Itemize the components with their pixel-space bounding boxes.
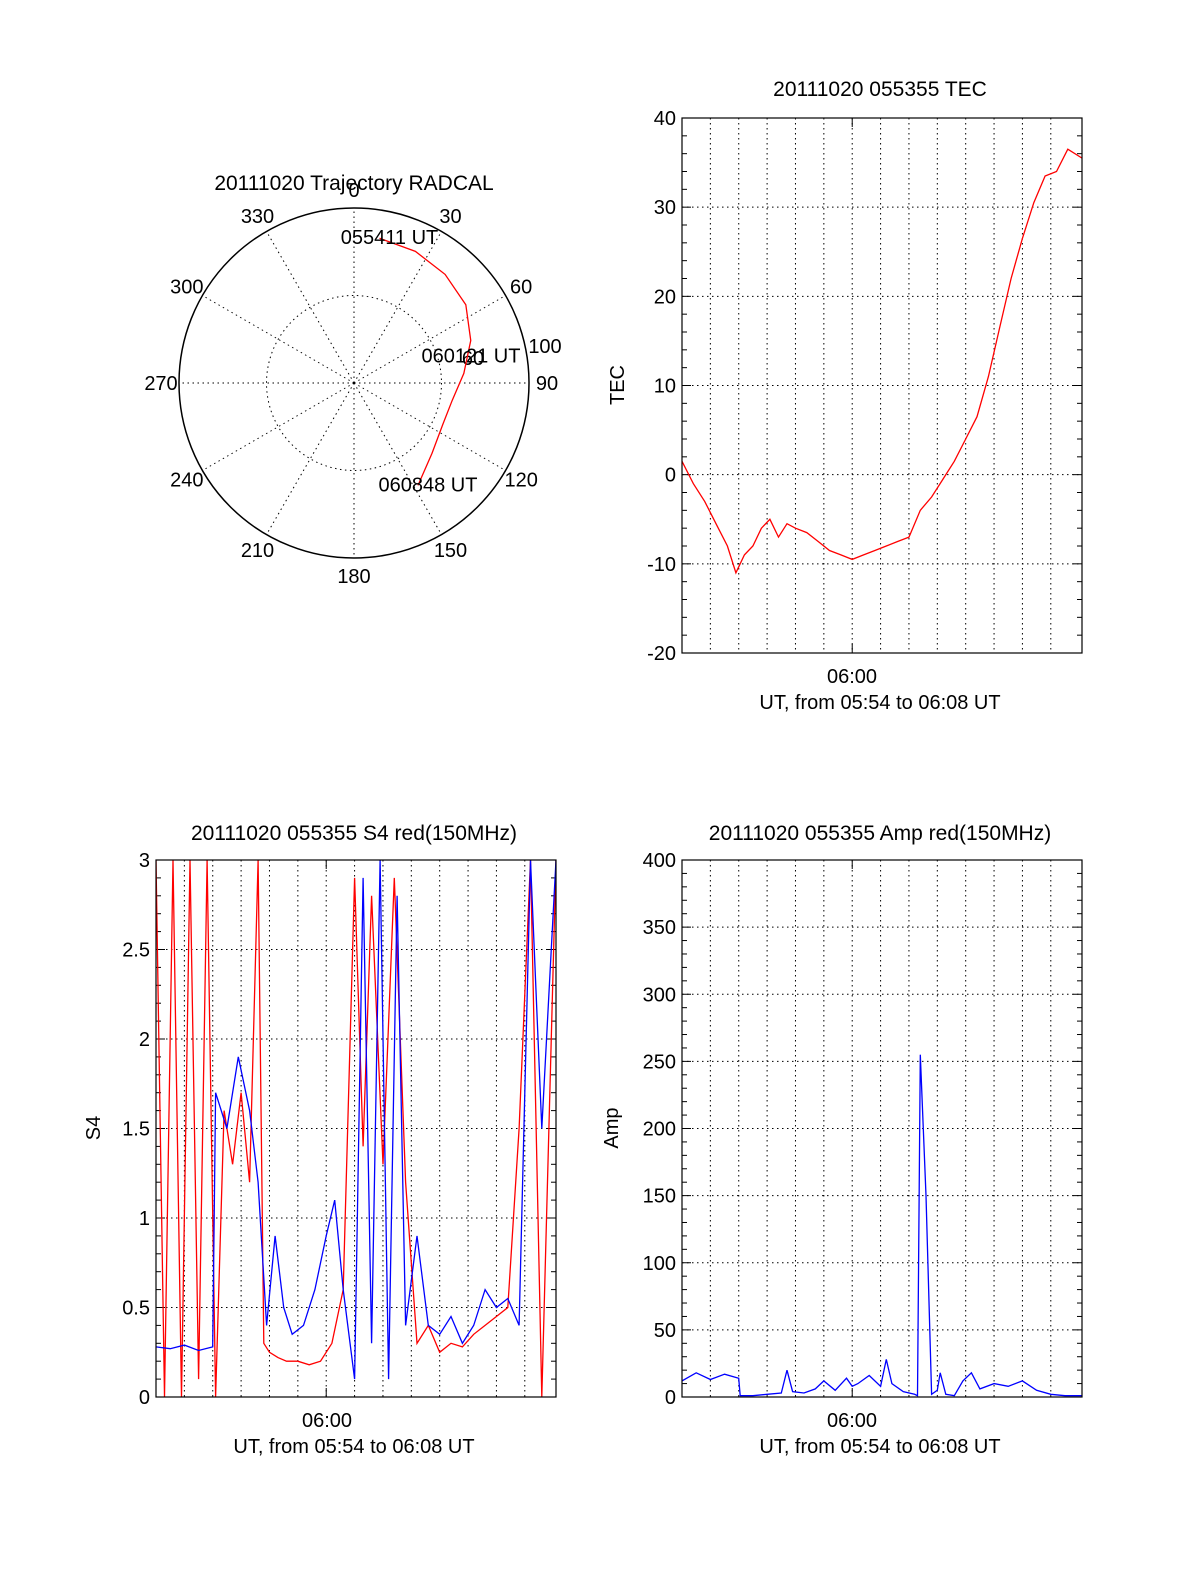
tec-ytick-label: 10	[654, 376, 676, 398]
polar-spoke-30	[353, 231, 442, 384]
polar-spoke-240	[202, 382, 355, 471]
polar-azimuth-label: 90	[536, 373, 558, 395]
amp-frame	[681, 859, 1083, 1398]
polar-azimuth-label: 60	[510, 277, 532, 299]
tec-xlabel: UT, from 05:54 to 06:08 UT	[759, 692, 1000, 714]
amp-xtick-label: 06:00	[827, 1410, 877, 1432]
polar-ring-label: 100	[528, 336, 561, 358]
s4-series-blue	[156, 860, 556, 1380]
tec-title: 20111020 055355 TEC	[773, 78, 987, 101]
s4-ytick-label: 2	[139, 1029, 150, 1051]
s4-title: 20111020 055355 S4 red(150MHz)	[191, 822, 517, 845]
polar-azimuth-label: 270	[144, 373, 177, 395]
s4-xtick-label: 06:00	[302, 1410, 352, 1432]
s4-series-red	[156, 860, 556, 1397]
s4-ytick-label: 1.5	[122, 1119, 150, 1141]
amp-ytick-label: 350	[643, 917, 676, 939]
s4-panel: 20111020 055355 S4 red(150MHz) UT, from …	[83, 822, 557, 1458]
s4-ytick-label: 0	[139, 1387, 150, 1409]
amp-xlabel: UT, from 05:54 to 06:08 UT	[759, 1436, 1000, 1458]
tec-panel: 20111020 055355 TEC UT, from 05:54 to 06…	[607, 78, 1083, 714]
tec-ylabel: TEC	[607, 365, 629, 405]
polar-trajectory-line	[379, 237, 472, 486]
polar-azimuth-label: 330	[241, 206, 274, 228]
polar-spoke-210	[266, 382, 355, 535]
polar-spoke-120	[353, 382, 506, 471]
polar-time-annotation: 060121 UT	[421, 345, 520, 367]
s4-ytick-label: 0.5	[122, 1298, 150, 1320]
amp-ylabel: Amp	[601, 1107, 623, 1148]
amp-ytick-label: 0	[665, 1387, 676, 1409]
amp-ytick-label: 50	[654, 1320, 676, 1342]
amp-ytick-label: 250	[643, 1051, 676, 1073]
polar-inner-ring	[266, 295, 442, 471]
polar-azimuth-label: 210	[241, 540, 274, 562]
polar-spoke-150	[353, 382, 442, 535]
polar-trajectory	[379, 237, 472, 486]
polar-outer-ring	[178, 207, 530, 559]
amp-title: 20111020 055355 Amp red(150MHz)	[709, 822, 1051, 845]
tec-frame	[681, 117, 1083, 654]
tec-ytick-label: 20	[654, 286, 676, 308]
tec-series-red	[682, 148, 1082, 575]
polar-trajectory-panel: 20111020 Trajectory RADCAL 0 30 60 90 120 150…	[144, 172, 561, 588]
tec-xtick-label: 06:00	[827, 666, 877, 688]
tec-ytick-label: 0	[665, 465, 676, 487]
amp-ytick-label: 100	[643, 1253, 676, 1275]
polar-title: 20111020 Trajectory RADCAL	[214, 172, 493, 195]
amp-ytick-label: 300	[643, 984, 676, 1006]
amp-series-blue	[682, 1054, 1082, 1397]
s4-xlabel: UT, from 05:54 to 06:08 UT	[233, 1436, 474, 1458]
s4-frame	[155, 859, 557, 1398]
tec-ytick-label: -20	[647, 643, 676, 665]
polar-azimuth-label: 0	[348, 180, 359, 202]
polar-grid	[178, 207, 530, 559]
polar-azimuth-label: 30	[439, 206, 461, 228]
s4-ytick-label: 2.5	[122, 940, 150, 962]
polar-spoke-60	[353, 295, 506, 384]
amp-ytick-label: 200	[643, 1119, 676, 1141]
polar-time-annotation: 055411 UT	[341, 227, 438, 249]
tec-ytick-label: 30	[654, 197, 676, 219]
polar-azimuth-label: 300	[170, 277, 203, 299]
amp-ytick-label: 400	[643, 850, 676, 872]
polar-azimuth-label: 240	[170, 470, 203, 492]
tec-ytick-label: 40	[654, 108, 676, 130]
polar-spoke-330	[266, 231, 355, 384]
polar-time-annotation: 060848 UT	[379, 474, 478, 496]
amp-ytick-label: 150	[643, 1186, 676, 1208]
amp-panel: 20111020 055355 Amp red(150MHz) UT, from…	[601, 822, 1083, 1458]
s4-ytick-label: 1	[139, 1208, 150, 1230]
s4-ylabel: S4	[83, 1116, 105, 1140]
s4-ytick-label: 3	[139, 850, 150, 872]
polar-spoke-300	[202, 295, 355, 384]
polar-annotations: 055411 UT 060121 UT 060848 UT	[341, 227, 521, 496]
tec-ytick-label: -10	[647, 554, 676, 576]
polar-azimuth-label: 120	[504, 470, 537, 492]
polar-azimuth-label: 150	[434, 540, 467, 562]
polar-azimuth-label: 180	[337, 566, 370, 588]
